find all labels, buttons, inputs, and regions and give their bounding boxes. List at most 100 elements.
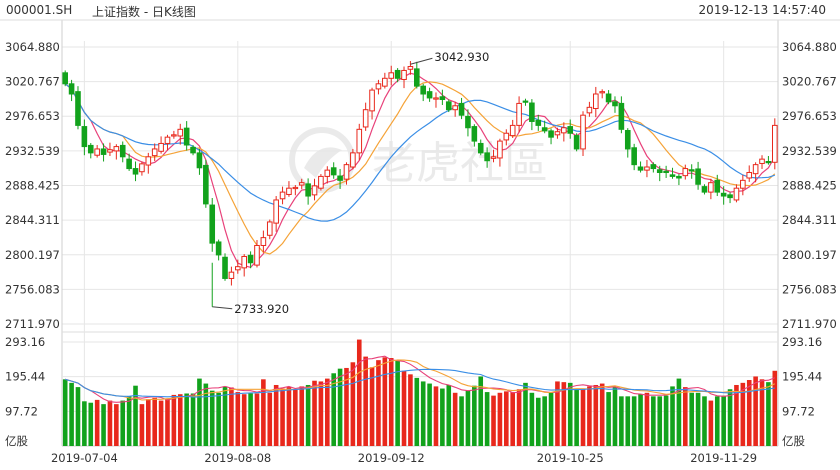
candle-body (720, 192, 727, 197)
volume-bar (177, 394, 183, 446)
volume-bar (318, 381, 324, 446)
candle-body (554, 131, 561, 136)
candle-body (688, 169, 695, 172)
volume-bar (504, 391, 509, 446)
price-axis-left: 3064.880 3020.767 2976.653 2932.539 2888.425… (5, 40, 60, 448)
candle-body (637, 166, 644, 171)
volume-bar (472, 385, 477, 446)
moving-average-lines (64, 72, 776, 268)
volume-bar (286, 387, 292, 446)
volume-bar (670, 386, 675, 446)
candle-body (593, 93, 599, 110)
candle-body (68, 83, 75, 95)
candle-body (612, 101, 618, 107)
candle-body (132, 168, 139, 175)
volume-bar (363, 356, 368, 446)
candle-body (183, 127, 190, 146)
volume-bar (408, 374, 413, 446)
candle-body (343, 164, 350, 180)
volume-axis-tick-left: 97.72 (5, 404, 38, 418)
volume-bar (216, 392, 221, 446)
volume-axis-tick-left: 293.16 (5, 335, 45, 349)
volume-bar (114, 404, 119, 446)
candle-body (203, 164, 209, 205)
price-axis-tick-right: 2711.970 (782, 317, 837, 331)
candle-body (708, 182, 714, 193)
volume-bar (587, 386, 592, 446)
volume-bar (325, 378, 330, 446)
candle-body (452, 105, 458, 111)
volume-bar (152, 397, 157, 446)
volume-bars (62, 339, 778, 446)
volume-bar (478, 376, 484, 446)
volume-bar (241, 394, 247, 446)
volume-axis-tick-right: 195.44 (782, 370, 822, 384)
volume-bar (75, 387, 81, 446)
volume-bar (542, 396, 547, 446)
volume-bar (529, 392, 535, 446)
candle-body (714, 179, 721, 193)
volume-bar (107, 400, 113, 446)
timestamp: 2019-12-13 14:57:40 (698, 3, 826, 17)
candle-body (765, 161, 772, 164)
candle-body (484, 152, 490, 162)
volume-bar (420, 381, 426, 446)
candle-body (196, 152, 203, 169)
volume-bar (209, 390, 215, 446)
volume-bar (721, 395, 726, 446)
volume-bar (484, 392, 490, 446)
price-axis-tick-right: 3020.767 (782, 75, 837, 89)
volume-bar (126, 396, 132, 446)
candle-body (171, 134, 177, 137)
candle-body (580, 114, 586, 150)
price-axis-right: 3064.880 3020.767 2976.653 2932.539 2888.425… (782, 40, 837, 448)
candle-body (401, 69, 407, 80)
volume-bar (714, 396, 720, 446)
volume-bar (248, 393, 253, 446)
volume-bar (165, 398, 170, 446)
price-axis-tick-left: 3064.880 (5, 40, 60, 54)
volume-bar (766, 382, 771, 446)
candle-body (624, 129, 631, 150)
volume-bar (94, 399, 100, 446)
candle-body (324, 169, 331, 177)
volume-bar (702, 396, 707, 446)
candle-body (695, 168, 701, 185)
candle-body (254, 244, 260, 266)
candle-body (471, 126, 478, 142)
candle-body (733, 187, 740, 201)
volume-bar (120, 400, 126, 446)
volume-bar (574, 388, 579, 446)
candle-body (740, 179, 746, 189)
price-axis-tick-left: 2756.083 (5, 282, 60, 296)
volume-bar (171, 394, 177, 446)
candle-body (772, 124, 778, 163)
volume-bar (101, 404, 106, 446)
volume-bar (740, 382, 746, 446)
candle-body (567, 126, 574, 134)
volume-bar (254, 393, 260, 446)
volume-unit-left: 亿股 (5, 434, 28, 448)
candle-body (241, 255, 247, 269)
candle-body (215, 241, 222, 256)
volume-bar (261, 379, 266, 446)
volume-bar (293, 389, 298, 446)
price-axis-tick-left: 3020.767 (5, 75, 60, 89)
volume-bar (651, 396, 656, 446)
volume-bar (695, 392, 701, 446)
volume-bar (446, 384, 452, 446)
candle-body (375, 83, 382, 90)
candle-body (260, 237, 267, 246)
candle-body (394, 69, 401, 79)
candle-body (235, 266, 241, 271)
candle-body (362, 109, 369, 128)
candle-body (618, 102, 625, 130)
candle-body (407, 66, 414, 70)
candle-body (420, 85, 426, 95)
volume-bar (657, 396, 663, 446)
candle-body (126, 158, 132, 170)
candle-body (752, 164, 759, 175)
price-axis-tick-right: 2976.653 (782, 109, 837, 123)
candle-body (650, 164, 657, 170)
